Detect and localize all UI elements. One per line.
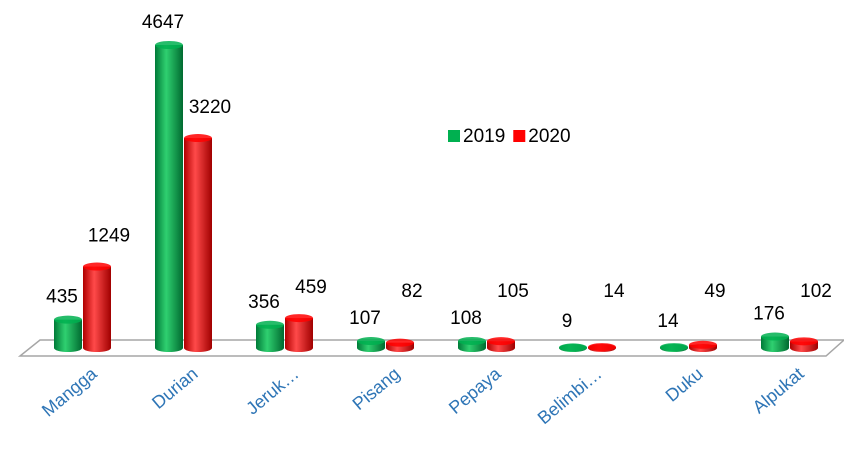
x-tick-label: Alpukat: [749, 363, 808, 417]
legend-swatch: [513, 130, 526, 142]
bar: [458, 336, 486, 352]
data-label: 108: [450, 308, 482, 329]
bar: [256, 320, 284, 352]
data-label: 14: [603, 281, 625, 302]
bar-top: [458, 336, 486, 345]
bar: [559, 343, 587, 352]
data-label: 435: [46, 287, 78, 308]
x-tick-label: Mangga: [38, 363, 101, 421]
x-tick-label: Jeruk…: [242, 363, 302, 418]
bar-top: [155, 41, 183, 49]
floor: [17, 339, 844, 357]
bar-top: [487, 337, 515, 346]
data-label: 3220: [189, 97, 231, 118]
bar: [689, 340, 717, 352]
x-tick-label: Durian: [148, 363, 201, 412]
bar: [285, 314, 313, 352]
bar-body: [761, 336, 789, 348]
data-label: 9: [562, 311, 573, 332]
data-label: 49: [704, 281, 725, 302]
x-tick-label: Pisang: [349, 363, 404, 414]
x-tick-label: Duku: [662, 363, 707, 405]
legend-label: 2020: [528, 126, 570, 147]
bar-top: [285, 314, 313, 323]
bar: [660, 343, 688, 352]
legend-label: 2019: [463, 126, 505, 147]
bar-top: [386, 338, 414, 347]
bar-top: [357, 337, 385, 346]
bar: [761, 332, 789, 352]
bar: [83, 262, 111, 352]
bar-top: [660, 343, 688, 352]
bar-body: [184, 138, 212, 348]
bar-top: [559, 343, 587, 352]
bar-top: [761, 332, 789, 341]
data-label: 1249: [88, 226, 130, 247]
data-label: 102: [800, 281, 832, 302]
data-label: 82: [401, 281, 422, 302]
bar-body: [155, 45, 183, 348]
bar: [386, 338, 414, 352]
data-label: 14: [657, 311, 679, 332]
bar: [588, 343, 616, 352]
bar-body: [285, 318, 313, 348]
x-tick-label: Pepaya: [445, 363, 505, 418]
bar-top: [54, 315, 82, 324]
bar-body: [256, 324, 284, 348]
legend-swatch: [448, 130, 460, 142]
data-label: 176: [753, 304, 785, 325]
bar-top: [790, 337, 818, 346]
bar: [155, 41, 183, 352]
bar: [184, 134, 212, 352]
bar-body: [54, 319, 82, 348]
bar-top: [689, 340, 717, 349]
bar: [54, 315, 82, 352]
data-label: 356: [248, 292, 280, 313]
bar-top: [83, 262, 111, 271]
bar: [357, 337, 385, 352]
bar-top: [184, 134, 212, 143]
x-tick-label: Belimbi…: [534, 363, 606, 428]
bar: [487, 337, 515, 352]
bar-body: [83, 266, 111, 348]
bar: [790, 337, 818, 352]
data-label: 459: [295, 277, 327, 298]
bar-top: [588, 343, 616, 352]
data-label: 4647: [142, 12, 184, 33]
data-label: 105: [497, 281, 529, 302]
bar-top: [256, 320, 284, 329]
data-label: 107: [349, 308, 381, 329]
